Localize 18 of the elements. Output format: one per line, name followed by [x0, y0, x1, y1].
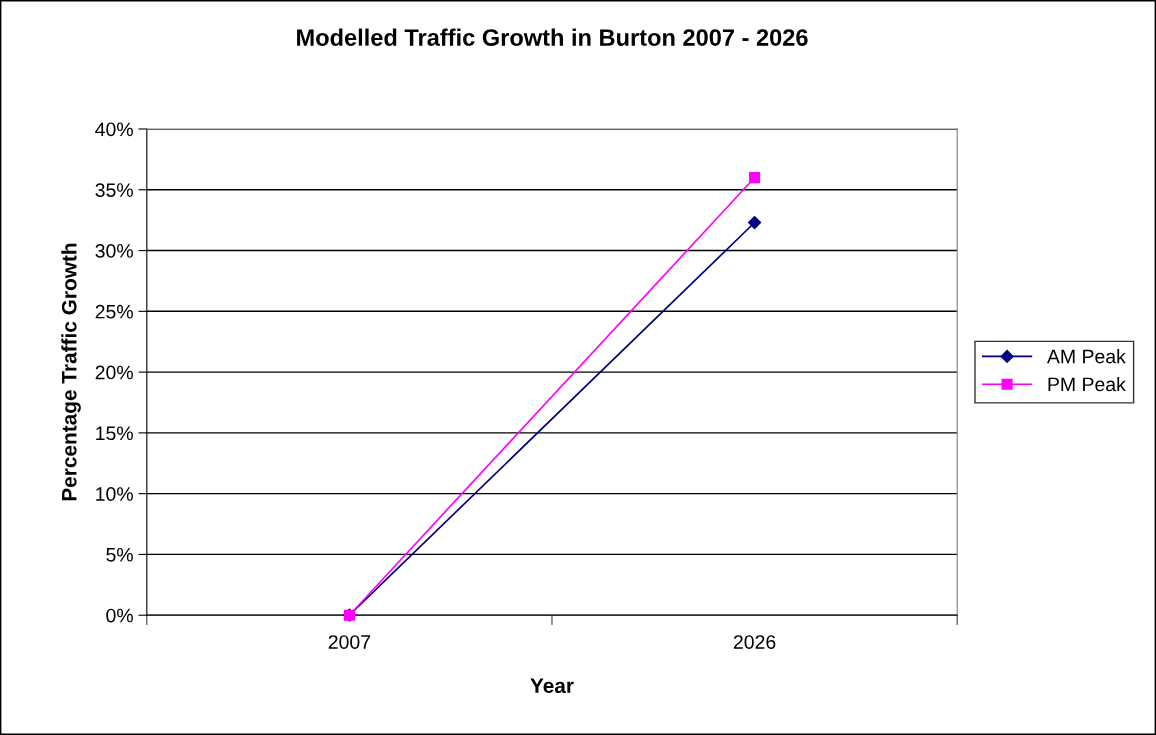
point: [749, 172, 761, 184]
y-tick-label: 20%: [95, 365, 133, 380]
x-tick-label: 2007: [328, 635, 371, 649]
y-tick-label: 40%: [95, 122, 133, 137]
y-axis-title: Percentage Traffic Growth: [61, 243, 81, 501]
legend-label: AM Peak: [1046, 349, 1126, 364]
chart-title: Modelled Traffic Growth in Burton 2007 - 2026: [297, 28, 808, 46]
y-tick-label: 30%: [95, 244, 133, 258]
x-axis-title: Year: [530, 678, 574, 694]
y-tick-label: 35%: [95, 183, 133, 197]
y-tick-label: 15%: [96, 426, 133, 441]
y-tick-label: 0%: [106, 608, 133, 623]
y-tick-label: 10%: [96, 487, 133, 501]
point: [747, 215, 762, 230]
legend-label: PM Peak: [1048, 376, 1126, 392]
y-tick-label: 5%: [106, 547, 133, 562]
y-tick-label: 25%: [95, 304, 133, 319]
x-tick-label: 2026: [733, 635, 776, 649]
